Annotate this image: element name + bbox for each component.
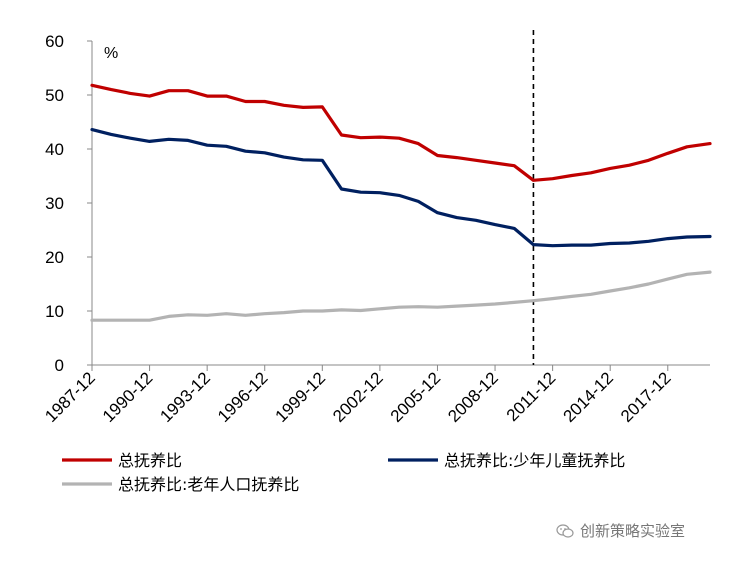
y-tick-label: 10 (45, 302, 64, 321)
x-tick-label: 2005-12 (387, 368, 445, 426)
y-tick-label: 20 (45, 248, 64, 267)
chart-series-lines (90, 83, 712, 322)
series-line-1 (90, 128, 712, 248)
x-tick-label: 2008-12 (444, 368, 502, 426)
x-tick-label: 2017-12 (617, 368, 675, 426)
y-tick-label: 40 (45, 140, 64, 159)
y-tick-label: 60 (45, 32, 64, 51)
y-tick-label: 30 (45, 194, 64, 213)
legend-label-1: 总抚养比:少年儿童抚养比 (444, 451, 625, 470)
x-tick-label: 1996-12 (214, 368, 272, 426)
legend-label-0: 总抚养比 (118, 451, 182, 470)
series-line-2 (90, 270, 712, 322)
y-unit-label: % (104, 45, 118, 62)
y-tick-label: 50 (45, 86, 64, 105)
x-tick-label: 1987-12 (41, 368, 99, 426)
watermark-text: 创新策略实验室 (580, 522, 686, 540)
watermark: 创新策略实验室 (556, 520, 685, 541)
x-tick-label: 1993-12 (156, 368, 214, 426)
x-tick-label: 2011-12 (503, 368, 560, 425)
legend-label-2: 总抚养比:老年人口抚养比 (118, 475, 299, 494)
x-tick-label: 2014-12 (559, 368, 617, 426)
x-tick-label: 1999-12 (272, 368, 330, 426)
y-tick-label: 0 (55, 356, 64, 375)
x-tick-label: 2002-12 (329, 368, 387, 426)
wechat-icon (556, 523, 574, 538)
chart-axes: 0 10 20 30 40 50 60% 1987-12 1990-12 1993-12 1996-… (41, 30, 710, 426)
series-line-0 (90, 83, 712, 182)
x-tick-label: 1990-12 (99, 368, 157, 426)
